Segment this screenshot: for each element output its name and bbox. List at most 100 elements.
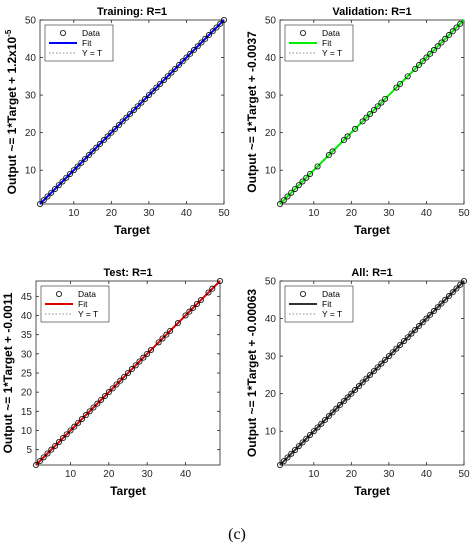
data-point bbox=[33, 461, 40, 468]
all-xlabel: Target bbox=[354, 484, 390, 498]
data-point bbox=[55, 182, 62, 189]
y-tick-label: 20 bbox=[265, 128, 277, 139]
legend-entry-label: Y = T bbox=[322, 309, 342, 319]
data-point bbox=[378, 360, 385, 367]
data-point bbox=[167, 327, 174, 334]
data-point bbox=[220, 16, 227, 23]
legend-entry-label: Data bbox=[322, 28, 340, 38]
data-point bbox=[292, 446, 299, 453]
data-point bbox=[63, 431, 70, 438]
data-point bbox=[187, 50, 194, 57]
data-point bbox=[75, 419, 82, 426]
data-point bbox=[79, 415, 86, 422]
data-point bbox=[445, 293, 452, 300]
data-point bbox=[71, 423, 78, 430]
all-title: All: R=1 bbox=[351, 267, 392, 279]
data-point bbox=[89, 148, 96, 155]
data-point bbox=[423, 315, 430, 322]
data-point bbox=[337, 401, 344, 408]
y-tick-label: 30 bbox=[265, 352, 277, 363]
data-point bbox=[147, 346, 154, 353]
data-point bbox=[44, 193, 51, 200]
data-point bbox=[190, 47, 197, 54]
y-tick-label: 30 bbox=[25, 91, 37, 102]
data-point bbox=[412, 65, 419, 72]
x-tick-label: 50 bbox=[458, 208, 470, 219]
data-point bbox=[164, 73, 171, 80]
ylabel-text: Output ~= 1*Target + -0.00063 bbox=[245, 289, 259, 458]
data-point bbox=[404, 334, 411, 341]
data-point bbox=[144, 350, 151, 357]
x-tick-label: 10 bbox=[308, 469, 320, 480]
test-ylabel: Output ~= 1*Target + -0.0011 bbox=[1, 292, 15, 453]
y-tick-label: 30 bbox=[21, 349, 33, 360]
y-tick-label: 40 bbox=[265, 53, 277, 64]
legend-entry-label: Y = T bbox=[322, 48, 342, 58]
x-tick-label: 20 bbox=[106, 208, 118, 219]
data-point bbox=[415, 62, 422, 69]
data-point bbox=[97, 140, 104, 147]
data-point bbox=[367, 110, 374, 117]
data-point bbox=[329, 148, 336, 155]
legend-entry-label: Fit bbox=[322, 38, 332, 48]
data-point bbox=[397, 80, 404, 87]
y-tick-label: 15 bbox=[21, 407, 33, 418]
legend-entry-label: Data bbox=[82, 28, 100, 38]
data-point bbox=[423, 54, 430, 61]
data-point bbox=[37, 200, 44, 207]
data-point bbox=[329, 409, 336, 416]
data-point bbox=[40, 454, 47, 461]
data-point bbox=[125, 369, 132, 376]
validation-title: Validation: R=1 bbox=[332, 6, 411, 18]
x-tick-label: 40 bbox=[421, 208, 433, 219]
data-point bbox=[105, 389, 112, 396]
data-point bbox=[174, 320, 181, 327]
data-point bbox=[205, 32, 212, 39]
data-point bbox=[449, 28, 456, 35]
data-point bbox=[85, 152, 92, 159]
y-tick-label: 45 bbox=[21, 292, 33, 303]
data-point bbox=[438, 300, 445, 307]
data-point bbox=[48, 189, 55, 196]
data-point bbox=[140, 354, 147, 361]
x-tick-label: 10 bbox=[68, 208, 80, 219]
y-tick-label: 20 bbox=[25, 128, 37, 139]
data-point bbox=[352, 386, 359, 393]
x-tick-label: 20 bbox=[346, 208, 358, 219]
data-point bbox=[127, 110, 134, 117]
data-point bbox=[112, 125, 119, 132]
data-point bbox=[299, 178, 306, 185]
data-point bbox=[325, 413, 332, 420]
data-point bbox=[363, 375, 370, 382]
data-point bbox=[344, 133, 351, 140]
y-tick-label: 50 bbox=[25, 16, 37, 27]
data-point bbox=[284, 454, 291, 461]
data-point bbox=[113, 381, 120, 388]
x-tick-label: 30 bbox=[383, 469, 395, 480]
data-point bbox=[419, 319, 426, 326]
data-point bbox=[314, 163, 321, 170]
data-point bbox=[314, 424, 321, 431]
data-point bbox=[404, 73, 411, 80]
ylabel-text: Output ~= 1*Target + -0.0037 bbox=[245, 31, 259, 193]
data-point bbox=[393, 84, 400, 91]
data-point bbox=[136, 358, 143, 365]
data-point bbox=[213, 24, 220, 31]
x-tick-label: 20 bbox=[103, 469, 115, 480]
y-tick-label: 10 bbox=[25, 166, 37, 177]
x-tick-label: 50 bbox=[218, 208, 230, 219]
x-tick-label: 30 bbox=[383, 208, 395, 219]
data-point bbox=[318, 420, 325, 427]
data-point bbox=[82, 412, 89, 419]
fit-line bbox=[35, 280, 221, 466]
data-point bbox=[389, 349, 396, 356]
data-point bbox=[322, 416, 329, 423]
data-point bbox=[202, 35, 209, 42]
data-point bbox=[175, 62, 182, 69]
data-point bbox=[160, 77, 167, 84]
y-tick-label: 10 bbox=[265, 166, 277, 177]
data-point bbox=[44, 450, 51, 457]
data-point bbox=[98, 396, 105, 403]
